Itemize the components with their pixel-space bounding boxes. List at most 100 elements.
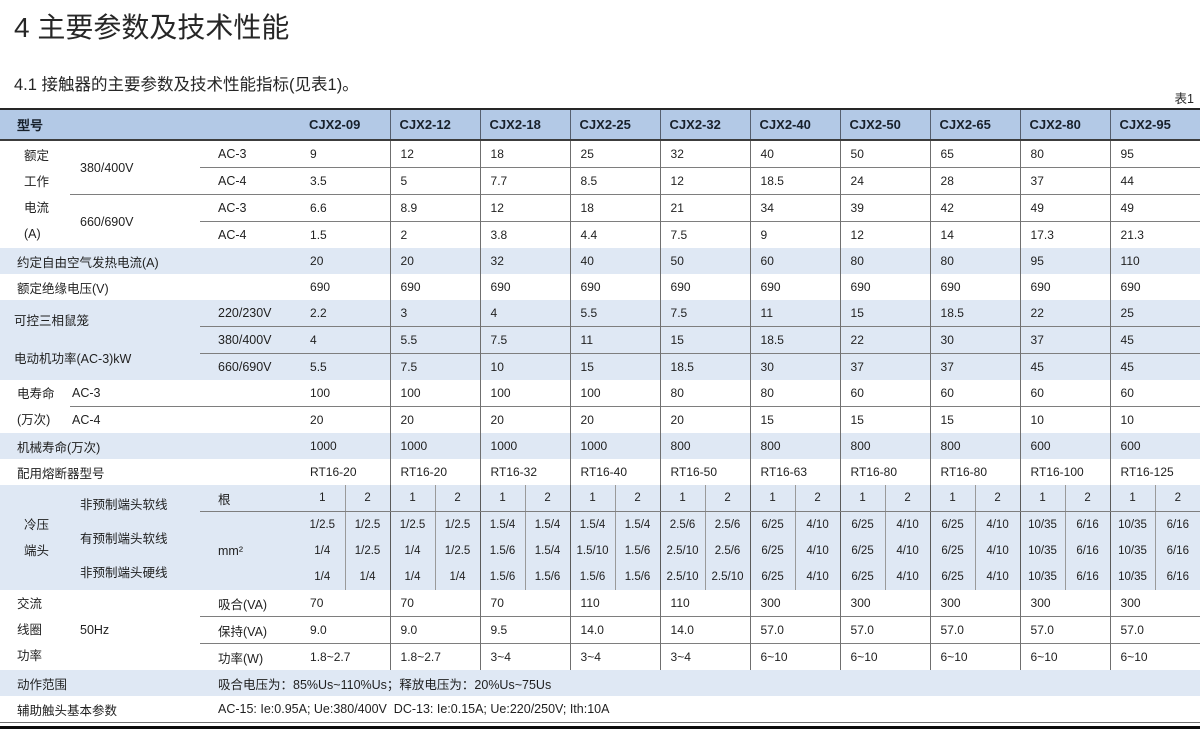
terminal-value-cell: 6/16 [1154, 538, 1200, 564]
table-row: 约定自由空气发热电流(A) 20 20 32 40 50 60 80 80 95 110 [0, 248, 1200, 274]
terminal-value-cell: 2.5/10 [659, 538, 706, 564]
terminal-value-cell: 1/4 [389, 538, 436, 564]
value-cell: 3.8 [479, 221, 571, 248]
terminal-value-cell: 1.5/6 [524, 564, 571, 590]
value-cell: 15 [569, 353, 661, 380]
count-header-cell: 2 [704, 485, 751, 512]
row-label-insulation-voltage: 额定绝缘电压(V) [17, 281, 109, 296]
terminal-value-cell: 1/4 [344, 564, 391, 590]
terminal-value-cell: 1/4 [300, 564, 346, 590]
table-row: 1/4 1/4 1/4 1/4 1.5/6 1.5/6 1.5/6 1.5/6 2.5/10 2.… [0, 564, 1200, 590]
value-cell: 4 [300, 326, 391, 354]
table-row: 660/690V AC-3 6.6 8.9 12 18 21 34 39 42 49 49 [0, 194, 1200, 248]
value-cell: 3 [389, 300, 481, 327]
terminal-value-cell: 1/2.5 [434, 511, 481, 538]
value-cell: 1.8~2.7 [389, 643, 481, 670]
value-cell: 30 [929, 326, 1021, 354]
value-cell: 34 [749, 194, 841, 222]
value-cell: 37 [1019, 326, 1111, 354]
value-cell: 17.3 [1019, 221, 1111, 248]
value-cell: 12 [389, 140, 481, 168]
value-cell: 20 [389, 406, 481, 433]
value-cell: 300 [839, 590, 931, 617]
value-cell: 14.0 [659, 616, 751, 644]
row-label: AC-3 [218, 147, 247, 161]
model-header-cell: CJX2-09 [300, 109, 391, 141]
value-cell: 5.5 [569, 300, 661, 327]
count-header-cell: 2 [1154, 485, 1200, 512]
value-cell: 6~10 [839, 643, 931, 670]
table-row: AC-4 3.5 5 7.7 8.5 12 18.5 24 28 37 44 [0, 167, 1200, 195]
value-cell: 14 [929, 221, 1021, 248]
value-cell: RT16-20 [310, 465, 357, 479]
terminal-value-cell: 1/4 [300, 538, 346, 564]
model-header-cell: CJX2-25 [569, 109, 661, 141]
terminal-value-cell: 1.5/6 [479, 564, 526, 590]
row-label: AC-3 [72, 386, 101, 400]
value-cell: 50 [839, 140, 931, 168]
unit-label: mm² [200, 511, 301, 590]
value-cell: 15 [749, 406, 841, 433]
row-label: AC-4 [200, 167, 301, 195]
count-header-cell: 1 [1019, 485, 1066, 512]
count-header-cell: 1 [659, 485, 706, 512]
value-cell: 12 [479, 194, 571, 222]
value-cell: 32 [659, 140, 751, 168]
wire-type-label: 非预制端头硬线 [80, 566, 168, 580]
value-cell: 20 [389, 248, 481, 274]
table-row: 1/4 1/2.5 1/4 1/2.5 1.5/6 1.5/4 1.5/10 1.5/6 2.5… [0, 538, 1200, 564]
value-cell: 22 [839, 326, 931, 354]
value-cell: 15 [929, 406, 1021, 433]
value-cell: 25 [569, 140, 661, 168]
terminal-value-cell: 10/35 [1109, 564, 1156, 590]
value-cell: 42 [929, 194, 1021, 222]
count-header-cell: 2 [344, 485, 391, 512]
voltage-label: 380/400V [80, 160, 134, 175]
value-cell: 25 [1109, 300, 1200, 327]
value-cell: 100 [479, 380, 571, 407]
value-cell: 690 [839, 274, 931, 300]
value-cell: 300 [1109, 590, 1200, 617]
value-cell: 1000 [389, 433, 481, 459]
value-cell: RT16-32 [479, 459, 571, 485]
value-cell: 70 [479, 590, 571, 617]
value-cell: 10 [1109, 406, 1200, 433]
count-header-cell: 2 [1064, 485, 1111, 512]
table-row: 交流 线圈 功率 50Hz 吸合(VA) 70 70 70 110 110 300 300 3… [0, 590, 1200, 663]
row-label: 保持(VA) [200, 616, 301, 644]
value-cell: 7.7 [479, 167, 571, 195]
terminal-value-cell: 2.5/10 [704, 564, 751, 590]
terminal-value-cell: 1.5/6 [614, 538, 661, 564]
value-cell: 690 [569, 274, 661, 300]
table-row: 动作范围 吸合电压为：85%Us~110%Us；释放电压为：20%Us~75Us [0, 670, 1200, 696]
value-cell: 65 [929, 140, 1021, 168]
value-cell: 57.0 [839, 616, 931, 644]
voltage-label: 660/690V [70, 194, 200, 248]
value-cell: RT16-20 [389, 459, 481, 485]
value-cell: 690 [389, 274, 481, 300]
value-cell: RT16-40 [569, 459, 661, 485]
value-cell: 57.0 [749, 616, 841, 644]
value-cell: 800 [929, 433, 1021, 459]
table-row: 660/690V 5.5 7.5 10 15 18.5 30 37 37 45 45 [0, 353, 1200, 380]
model-header-cell: CJX2-80 [1019, 109, 1111, 141]
count-header-cell: 1 [749, 485, 796, 512]
value-cell: 6~10 [1109, 643, 1200, 670]
value-cell: 12 [659, 167, 751, 195]
terminal-value-cell: 1.5/6 [614, 564, 661, 590]
table-row: 保持(VA) 9.0 9.0 9.5 14.0 14.0 57.0 57.0 57.0 57.0… [0, 616, 1200, 644]
value-cell: 2.2 [300, 300, 391, 327]
count-header-cell: 1 [1109, 485, 1156, 512]
count-header-cell: 1 [479, 485, 526, 512]
terminal-value-cell: 6/25 [749, 538, 796, 564]
value-cell: 80 [749, 380, 841, 407]
value-cell: 40 [749, 140, 841, 168]
table-header-row: 型号 CJX2-09 CJX2-12 CJX2-18 CJX2-25 CJX2-32 CJ… [0, 109, 1200, 141]
model-column-label: 型号 [0, 109, 301, 141]
table-row: 380/400V 4 5.5 7.5 11 15 18.5 22 30 37 45 [0, 326, 1200, 354]
value-cell: 6~10 [1019, 643, 1111, 670]
value-cell: RT16-125 [1109, 459, 1200, 485]
value-cell: 60 [839, 380, 931, 407]
value-cell: 1000 [479, 433, 571, 459]
